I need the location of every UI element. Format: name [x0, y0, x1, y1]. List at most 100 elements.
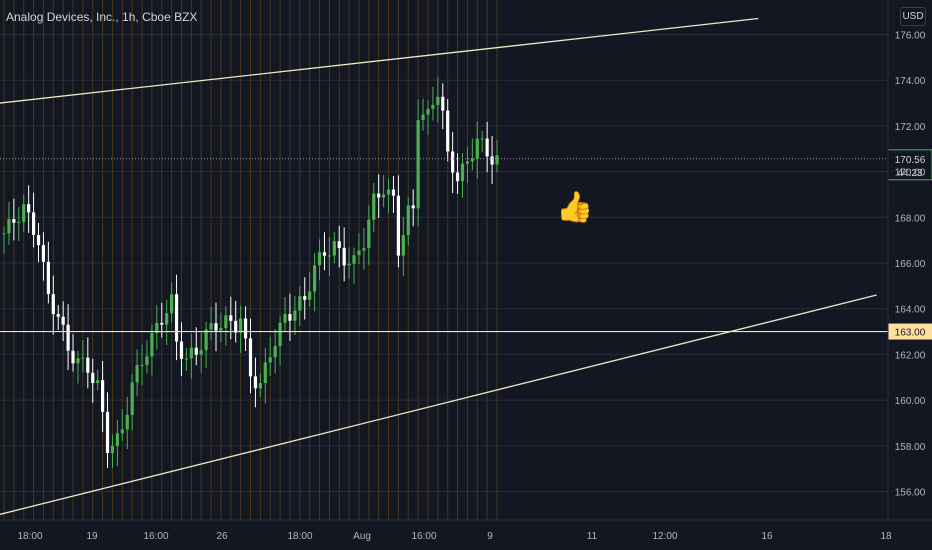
candle-body: [451, 151, 455, 173]
candle-body: [475, 138, 479, 159]
candle-body: [76, 358, 80, 364]
candle-body: [396, 195, 400, 256]
candle-body: [490, 156, 494, 165]
x-tick-label: 9: [487, 531, 493, 542]
candle-body: [312, 265, 317, 292]
candle-body: [165, 313, 169, 325]
candle-body: [214, 323, 218, 331]
candle-body: [253, 376, 258, 389]
candle-body: [441, 96, 445, 111]
y-tick-label: 158.00: [895, 442, 926, 453]
candle-body: [372, 193, 376, 220]
candle-body: [91, 372, 95, 384]
candle-body: [273, 346, 277, 358]
y-tick-label: 162.00: [895, 350, 926, 361]
x-tick-label: 18:00: [287, 531, 312, 542]
candle-body: [495, 155, 499, 165]
candle-body: [436, 96, 440, 105]
candle-body: [120, 429, 124, 434]
candle-body: [125, 414, 129, 430]
candle-body: [298, 296, 302, 311]
candle-body: [455, 172, 460, 182]
y-tick-label: 170.00: [895, 168, 926, 179]
candle-body: [170, 294, 174, 314]
candle-body: [308, 291, 312, 300]
candle-body: [401, 235, 405, 256]
candle-body: [327, 255, 331, 257]
candle-body: [391, 189, 396, 196]
candle-body: [411, 205, 415, 209]
candle-body: [293, 310, 297, 321]
candle-body: [155, 322, 159, 334]
candle-body: [337, 241, 341, 248]
candle-body: [470, 158, 474, 162]
x-tick-label: 18:00: [17, 531, 42, 542]
candle-body: [480, 138, 484, 140]
trendline-upper: [0, 17, 759, 104]
candle-body: [110, 445, 115, 454]
candle-body: [386, 189, 391, 195]
candle-body: [2, 233, 6, 235]
candle-body: [150, 333, 154, 357]
candle-body: [61, 316, 65, 325]
candle-body: [22, 204, 26, 222]
candle-body: [288, 314, 292, 321]
y-tick-label: 174.00: [895, 76, 926, 87]
x-tick-label: 19: [86, 531, 98, 542]
x-tick-label: 16:00: [143, 531, 168, 542]
x-tick-label: 18: [880, 531, 892, 542]
level-label-box: [888, 323, 932, 340]
candle-body: [357, 250, 361, 256]
candle-body: [115, 433, 119, 446]
candle-body: [426, 108, 430, 115]
candle-body: [243, 318, 248, 339]
candle-body: [56, 314, 60, 317]
countdown-label: 44:23: [897, 168, 922, 179]
y-tick-label: 172.00: [895, 122, 926, 133]
candle-body: [485, 138, 489, 157]
candle-body: [382, 194, 386, 198]
candle-body: [27, 204, 31, 213]
candle-body: [446, 110, 450, 152]
candle-body: [66, 324, 70, 351]
candle-body: [239, 318, 243, 333]
candle-body: [317, 252, 322, 266]
candle-body: [219, 328, 223, 331]
y-tick-label: 160.00: [895, 396, 926, 407]
candle-body: [352, 255, 356, 264]
candle-body: [421, 114, 425, 121]
candle-body: [179, 341, 184, 359]
candle-body: [283, 314, 287, 323]
y-tick-label: 168.00: [895, 213, 926, 224]
candle-body: [204, 329, 208, 351]
candle-body: [199, 350, 203, 355]
y-tick-label: 166.00: [895, 259, 926, 270]
candle-body: [184, 358, 189, 360]
candle-body: [174, 294, 179, 342]
session-separators: [3, 0, 498, 520]
candle-body: [189, 347, 193, 359]
x-tick-label: 11: [587, 531, 598, 542]
candle-body: [248, 338, 253, 377]
candle-body: [303, 296, 307, 300]
currency-button[interactable]: USD: [900, 7, 926, 26]
candle-body: [41, 245, 46, 262]
candle-body: [322, 252, 327, 256]
candle-body: [209, 323, 213, 330]
candle-body: [347, 263, 351, 266]
chart-title: Analog Devices, Inc., 1h, Cboe BZX: [6, 10, 198, 24]
level-label: 163.00: [895, 328, 926, 339]
y-tick-label: 176.00: [895, 31, 926, 42]
candle-body: [342, 247, 346, 266]
candle-body: [145, 356, 149, 365]
candle-body: [367, 219, 371, 249]
candle-body: [416, 120, 420, 209]
candle-body: [377, 193, 381, 198]
candle-body: [130, 382, 134, 415]
candle-body: [263, 362, 267, 384]
candle-body: [234, 320, 238, 333]
candle-body: [332, 241, 336, 256]
candle-body: [229, 315, 233, 321]
candle-body: [431, 104, 435, 109]
